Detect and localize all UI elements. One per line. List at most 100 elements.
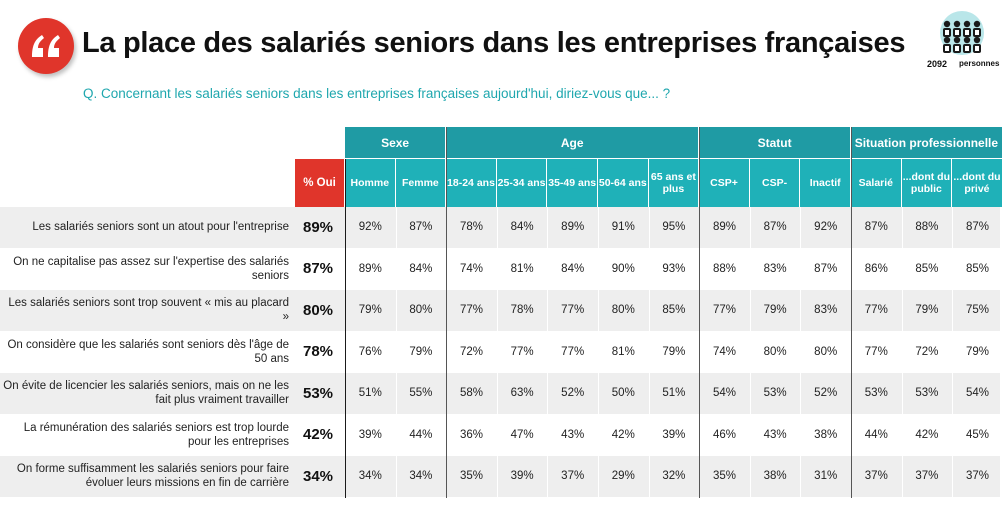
column-header: 25-34 ans (496, 159, 547, 207)
column-divider (749, 207, 751, 498)
table-cell: 35% (459, 470, 483, 483)
table-cell: 78% (459, 221, 483, 234)
oui-separator (345, 159, 346, 498)
table-cell: 34% (358, 470, 382, 483)
table-cell: 77% (510, 345, 534, 358)
table-cell: 84% (409, 262, 433, 275)
page-title: La place des salariés seniors dans les e… (82, 27, 906, 59)
table-cell: 52% (561, 387, 585, 400)
table-cell: 50% (611, 387, 635, 400)
column-divider (547, 207, 549, 498)
table-cell: 84% (561, 262, 585, 275)
table-cell: 53% (915, 387, 939, 400)
column-divider (395, 207, 397, 498)
table-cell: 37% (864, 470, 888, 483)
column-header: 65 ans et plus (648, 159, 699, 207)
table-cell: 88% (712, 262, 736, 275)
table-cell: 92% (358, 221, 382, 234)
column-divider (800, 207, 802, 498)
column-header: 18-24 ans (446, 159, 496, 207)
table-cell: 80% (814, 345, 838, 358)
table-cell: 85% (965, 262, 989, 275)
table-cell: 79% (763, 304, 787, 317)
row-label: La rémunération des salariés seniors est… (23, 421, 289, 448)
oui-value: 80% (303, 301, 334, 319)
table-cell: 39% (662, 428, 686, 441)
table-cell: 42% (915, 428, 939, 441)
table-cell: 55% (409, 387, 433, 400)
column-header: CSP- (749, 159, 800, 207)
table-cell: 51% (662, 387, 686, 400)
table-cell: 72% (459, 345, 483, 358)
row-label: Les salariés seniors sont trop souvent «… (8, 297, 289, 324)
column-header: 50-64 ans (598, 159, 648, 207)
column-header: Homme (345, 159, 395, 207)
table-cell: 74% (712, 345, 736, 358)
table-cell: 29% (611, 470, 635, 483)
column-header: Inactif (800, 159, 850, 207)
group-header: Sexe (345, 127, 446, 158)
oui-value: 87% (303, 260, 334, 278)
column-divider (496, 207, 498, 498)
survey-question: Q. Concernant les salariés seniors dans … (83, 86, 671, 101)
quote-icon (32, 35, 60, 57)
table-cell: 35% (712, 470, 736, 483)
table-cell: 43% (561, 428, 585, 441)
row-band (0, 456, 1000, 497)
sample-size-badge: 2092 personnes (924, 11, 999, 73)
oui-value: 53% (303, 384, 334, 402)
table-cell: 38% (763, 470, 787, 483)
table-cell: 42% (611, 428, 635, 441)
table-cell: 84% (510, 221, 534, 234)
table-cell: 53% (763, 387, 787, 400)
column-header: Femme (395, 159, 446, 207)
people-icon (943, 20, 981, 53)
table-cell: 32% (662, 470, 686, 483)
table-cell: 75% (965, 304, 989, 317)
column-divider (952, 207, 954, 498)
table-cell: 77% (459, 304, 483, 317)
table-cell: 54% (965, 387, 989, 400)
table-cell: 81% (510, 262, 534, 275)
column-header: 35-49 ans (547, 159, 597, 207)
row-label: On ne capitalise pas assez sur l'experti… (13, 255, 289, 282)
table-cell: 53% (864, 387, 888, 400)
column-header: Salarié (851, 159, 901, 207)
table-cell: 46% (712, 428, 736, 441)
table-cell: 77% (561, 304, 585, 317)
group-header: Statut (699, 127, 850, 158)
row-label: On forme suffisamment les salariés senio… (16, 463, 289, 490)
table-cell: 54% (712, 387, 736, 400)
sample-count: 2092 (927, 59, 948, 69)
column-divider (648, 207, 650, 498)
table-cell: 45% (965, 428, 989, 441)
quote-badge (18, 18, 74, 74)
table-cell: 93% (662, 262, 686, 275)
oui-value: 34% (303, 467, 334, 485)
table-cell: 87% (409, 221, 433, 234)
oui-header: % Oui (295, 159, 344, 207)
oui-value: 42% (303, 426, 334, 444)
table-cell: 51% (358, 387, 382, 400)
row-label: Les salariés seniors sont un atout pour … (32, 221, 289, 234)
table-cell: 77% (712, 304, 736, 317)
table-cell: 87% (864, 221, 888, 234)
table-cell: 77% (561, 345, 585, 358)
table-cell: 91% (611, 221, 635, 234)
oui-value: 89% (303, 218, 334, 236)
row-band (0, 207, 1000, 248)
table-cell: 85% (662, 304, 686, 317)
table-cell: 92% (814, 221, 838, 234)
table-cell: 87% (965, 221, 989, 234)
table-cell: 37% (915, 470, 939, 483)
oui-value: 78% (303, 343, 334, 361)
table-cell: 79% (358, 304, 382, 317)
table-cell: 77% (864, 345, 888, 358)
table-cell: 79% (915, 304, 939, 317)
table-cell: 76% (358, 345, 382, 358)
table-cell: 37% (965, 470, 989, 483)
column-divider (598, 207, 599, 498)
table-cell: 88% (915, 221, 939, 234)
table-cell: 85% (915, 262, 939, 275)
column-header: ...dont du privé (952, 159, 1002, 207)
